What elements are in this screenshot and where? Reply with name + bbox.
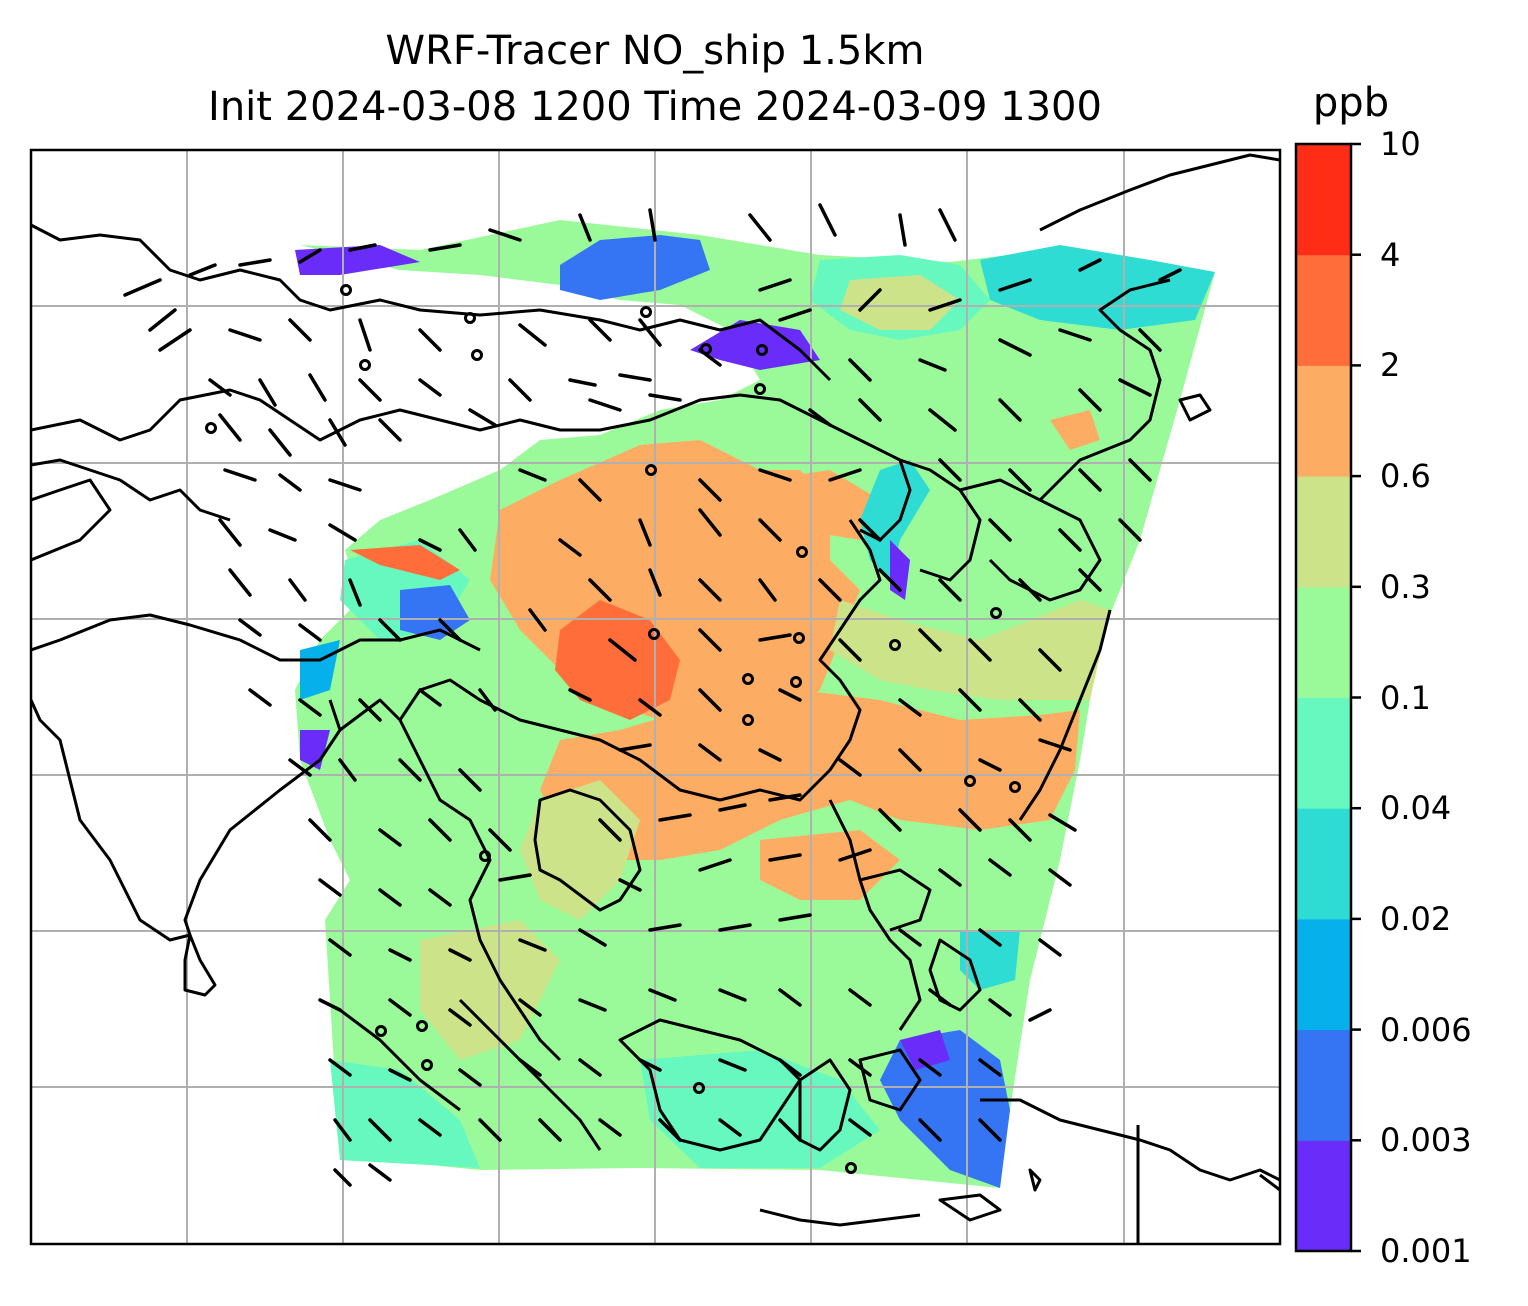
- colorbar-segment: [1296, 365, 1351, 477]
- colorbar-tick-label: 0.1: [1380, 678, 1431, 717]
- field-banda-low: [900, 1030, 950, 1070]
- colorbar-tick-label: 0.003: [1380, 1121, 1472, 1160]
- field-java-sea: [640, 1050, 880, 1168]
- colorbar-segment: [1296, 918, 1351, 1031]
- colorbar-segment: [1296, 254, 1351, 366]
- colorbar-tick-label: 2: [1380, 346, 1401, 385]
- field-tibet-edge: [350, 545, 460, 580]
- map-frame: [29, 148, 1282, 1246]
- field-andaman: [420, 920, 560, 1060]
- colorbar-segment: [1296, 144, 1351, 256]
- field-sichuan-max: [555, 600, 680, 720]
- colorbar-segment: [1296, 808, 1351, 920]
- colorbar-segment: [1296, 697, 1351, 809]
- field-scs-south: [760, 830, 900, 900]
- field-indochina: [520, 780, 640, 920]
- colorbar-tick-label: 0.006: [1380, 1010, 1472, 1049]
- field-ne-spot: [1050, 410, 1100, 450]
- colorbar-tick-label: 0.3: [1380, 567, 1431, 606]
- colorbar-tick-label: 4: [1380, 235, 1401, 274]
- colorbar-tick-label: 0.04: [1380, 789, 1452, 828]
- colorbar-tick-label: 10: [1380, 125, 1421, 163]
- colorbar-segment: [1296, 586, 1351, 698]
- colorbar-unit-label: ppb: [1312, 80, 1390, 126]
- field-w-edge-low: [300, 730, 330, 770]
- colorbar-tick-label: 0.02: [1380, 899, 1452, 938]
- field-mid-ne: [980, 245, 1215, 330]
- field-low-nw: [295, 245, 420, 275]
- colorbar: [1296, 144, 1351, 1252]
- field-tibet-low: [400, 585, 470, 640]
- map-title-line1: WRF-Tracer NO_ship 1.5km: [385, 28, 925, 74]
- colorbar-segment: [1296, 1029, 1351, 1141]
- field-bohai: [860, 460, 930, 580]
- field-sea-yellow: [830, 600, 1110, 700]
- colorbar-segment: [1296, 1140, 1351, 1252]
- colorbar-tick-label: 0.6: [1380, 457, 1431, 496]
- field-low-n: [560, 235, 710, 300]
- colorbar-tick-label: 0.001: [1380, 1232, 1472, 1270]
- map-title-line2: Init 2024-03-08 1200 Time 2024-03-09 130…: [208, 84, 1102, 130]
- wind-barbs: [123, 203, 1182, 1187]
- field-mid-n3: [840, 275, 960, 330]
- colorbar-segment: [1296, 476, 1351, 588]
- field-low-n2: [690, 320, 820, 370]
- colorbar-ticks: [1351, 142, 1361, 1253]
- calm-markers: [205, 284, 1021, 1174]
- coastlines: [31, 153, 1280, 1244]
